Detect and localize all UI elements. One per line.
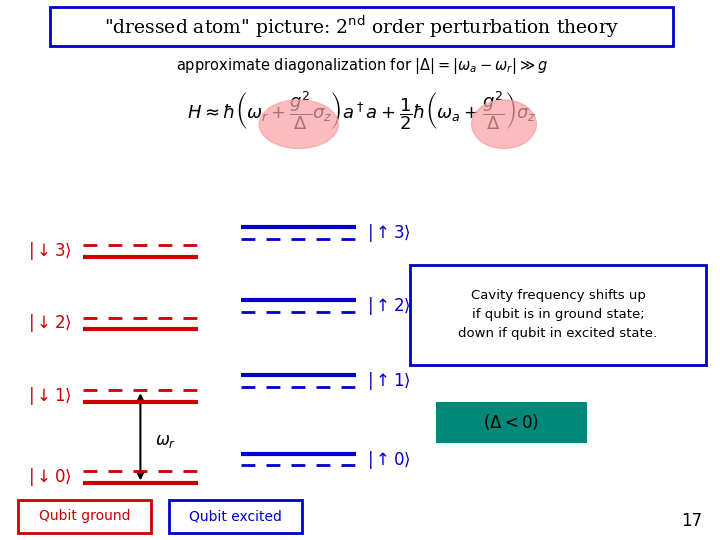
FancyBboxPatch shape [169, 500, 302, 533]
Text: $H \approx \hbar\left(\omega_r + \dfrac{g^2}{\Delta}\sigma_z\right)a^\dagger a +: $H \approx \hbar\left(\omega_r + \dfrac{… [187, 89, 537, 132]
Text: $(\Delta<0)$: $(\Delta<0)$ [483, 412, 539, 433]
Text: $|\uparrow 2\rangle$: $|\uparrow 2\rangle$ [367, 295, 411, 316]
FancyBboxPatch shape [436, 402, 587, 443]
Text: $|\uparrow 0\rangle$: $|\uparrow 0\rangle$ [367, 449, 411, 470]
Text: $|\downarrow 0\rangle$: $|\downarrow 0\rangle$ [28, 467, 72, 488]
Text: Qubit excited: Qubit excited [189, 509, 282, 523]
Text: Qubit ground: Qubit ground [39, 509, 130, 523]
Text: $|\uparrow 1\rangle$: $|\uparrow 1\rangle$ [367, 370, 411, 392]
Text: $|\uparrow 3\rangle$: $|\uparrow 3\rangle$ [367, 222, 411, 244]
Text: "dressed atom" picture: 2$^{\mathrm{nd}}$ order perturbation theory: "dressed atom" picture: 2$^{\mathrm{nd}}… [104, 14, 620, 39]
Text: $|\downarrow 2\rangle$: $|\downarrow 2\rangle$ [28, 313, 72, 334]
Text: $|\downarrow 1\rangle$: $|\downarrow 1\rangle$ [28, 386, 72, 407]
Text: $|\downarrow 3\rangle$: $|\downarrow 3\rangle$ [28, 240, 72, 261]
Text: approximate diagonalization for $|\Delta| = |\omega_a - \omega_r| \gg g$: approximate diagonalization for $|\Delta… [176, 56, 548, 76]
FancyBboxPatch shape [410, 265, 706, 365]
FancyBboxPatch shape [18, 500, 151, 533]
FancyBboxPatch shape [50, 7, 673, 46]
Text: Cavity frequency shifts up
if qubit is in ground state;
down if qubit in excited: Cavity frequency shifts up if qubit is i… [459, 289, 657, 340]
Ellipse shape [472, 100, 536, 149]
Text: $\omega_r$: $\omega_r$ [155, 433, 176, 450]
Text: 17: 17 [681, 512, 702, 530]
Ellipse shape [259, 100, 338, 149]
